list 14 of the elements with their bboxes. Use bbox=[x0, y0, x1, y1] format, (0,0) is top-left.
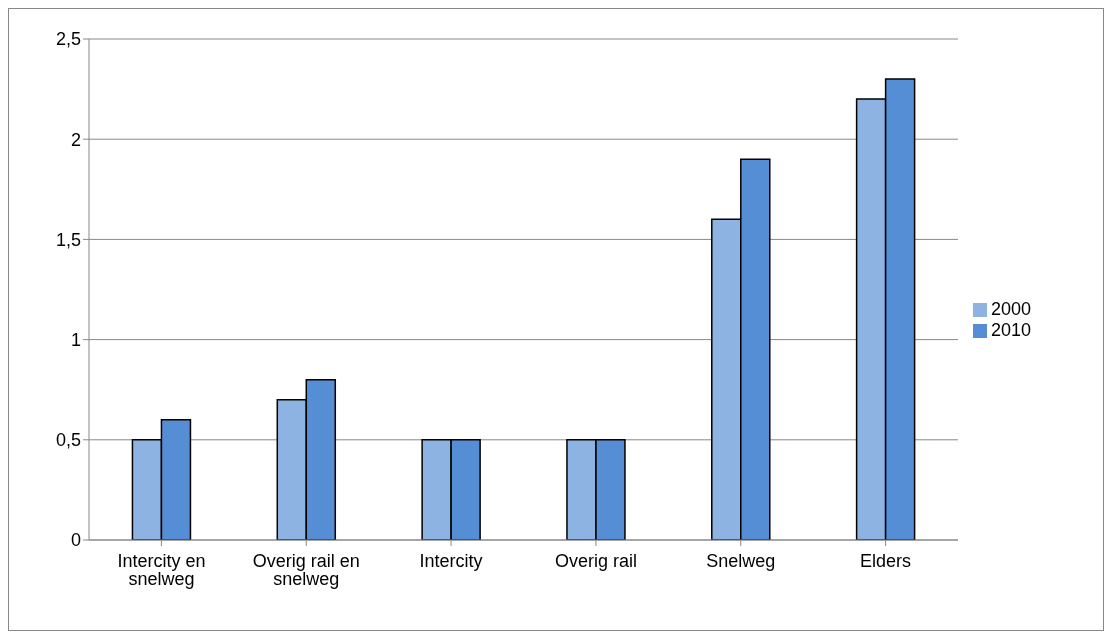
y-tick-label: 0 bbox=[70, 530, 81, 551]
x-tick-label: Snelweg bbox=[706, 550, 776, 571]
legend-label: 2000 bbox=[991, 298, 1032, 319]
y-tick-label: 2,5 bbox=[55, 29, 81, 50]
x-tick-label: Intercity en snelweg bbox=[117, 550, 206, 589]
y-tick-label: 1,5 bbox=[55, 229, 81, 250]
y-tick-label: 1 bbox=[70, 329, 81, 350]
x-tick-label: Intercity bbox=[419, 550, 483, 571]
y-tick-label: 0,5 bbox=[55, 430, 81, 451]
x-tick-label: Elders bbox=[860, 550, 912, 571]
legend-label: 2010 bbox=[991, 319, 1032, 340]
x-tick-label: Overig rail en snelweg bbox=[252, 550, 360, 589]
x-tick-label: Overig rail bbox=[554, 550, 637, 571]
y-tick-label: 2 bbox=[70, 129, 81, 150]
